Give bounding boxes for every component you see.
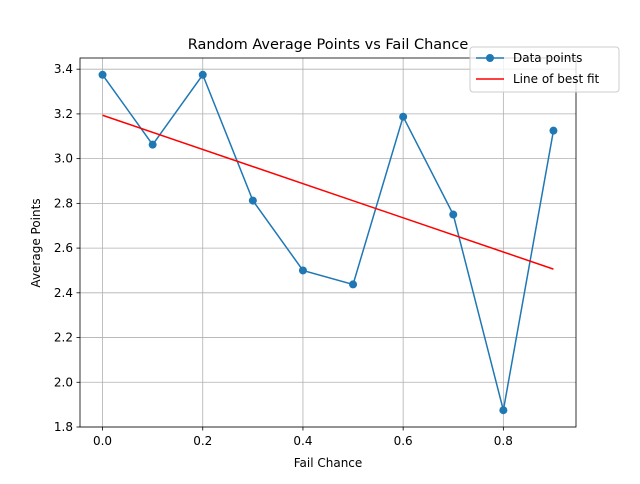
chart-title: Random Average Points vs Fail Chance	[188, 37, 469, 53]
legend-box	[469, 46, 620, 93]
grid-lines	[80, 58, 576, 428]
data-points-line	[101, 73, 555, 411]
y-axis-label: Average Points	[29, 198, 43, 287]
x-tick-label: 0.6	[394, 434, 413, 448]
data-point-marker	[248, 196, 257, 205]
y-tick-label: 3.4	[54, 62, 73, 76]
x-axis: 0.0 0.2 0.4 0.6 0.8	[93, 427, 513, 448]
data-point-marker	[198, 70, 207, 79]
legend-best-fit-label: Line of best fit	[513, 72, 600, 86]
data-point-marker	[98, 70, 107, 79]
data-point-marker	[399, 112, 408, 121]
y-tick-label: 3.0	[54, 152, 73, 166]
plot-series	[98, 70, 558, 415]
plot-frame	[79, 57, 577, 428]
y-tick-label: 2.0	[54, 375, 73, 389]
x-tick-label: 0.8	[494, 434, 513, 448]
data-point-marker	[298, 266, 307, 275]
x-axis-label: Fail Chance	[294, 456, 363, 470]
y-tick-label: 2.8	[54, 196, 73, 210]
y-tick-label: 1.8	[54, 420, 73, 434]
y-tick-label: 2.2	[54, 331, 73, 345]
x-tick-label: 0.0	[93, 434, 112, 448]
y-tick-label: 2.4	[54, 286, 73, 300]
data-point-marker	[148, 140, 157, 149]
y-axis: 1.8 2.0 2.2 2.4 2.6 2.8 3.0 3.2 3.4	[54, 62, 80, 434]
x-tick-label: 0.4	[293, 434, 312, 448]
legend-data-points-marker	[486, 54, 494, 62]
legend-data-points-label: Data points	[513, 51, 582, 65]
y-tick-label: 2.6	[54, 241, 73, 255]
data-point-marker	[549, 126, 558, 135]
data-point-marker	[499, 406, 508, 415]
best-fit-line	[102, 114, 554, 270]
x-tick-label: 0.2	[193, 434, 212, 448]
data-point-marker	[449, 210, 458, 219]
data-point-marker	[349, 280, 358, 289]
y-tick-label: 3.2	[54, 107, 73, 121]
legend: Data points Line of best fit	[469, 46, 620, 93]
